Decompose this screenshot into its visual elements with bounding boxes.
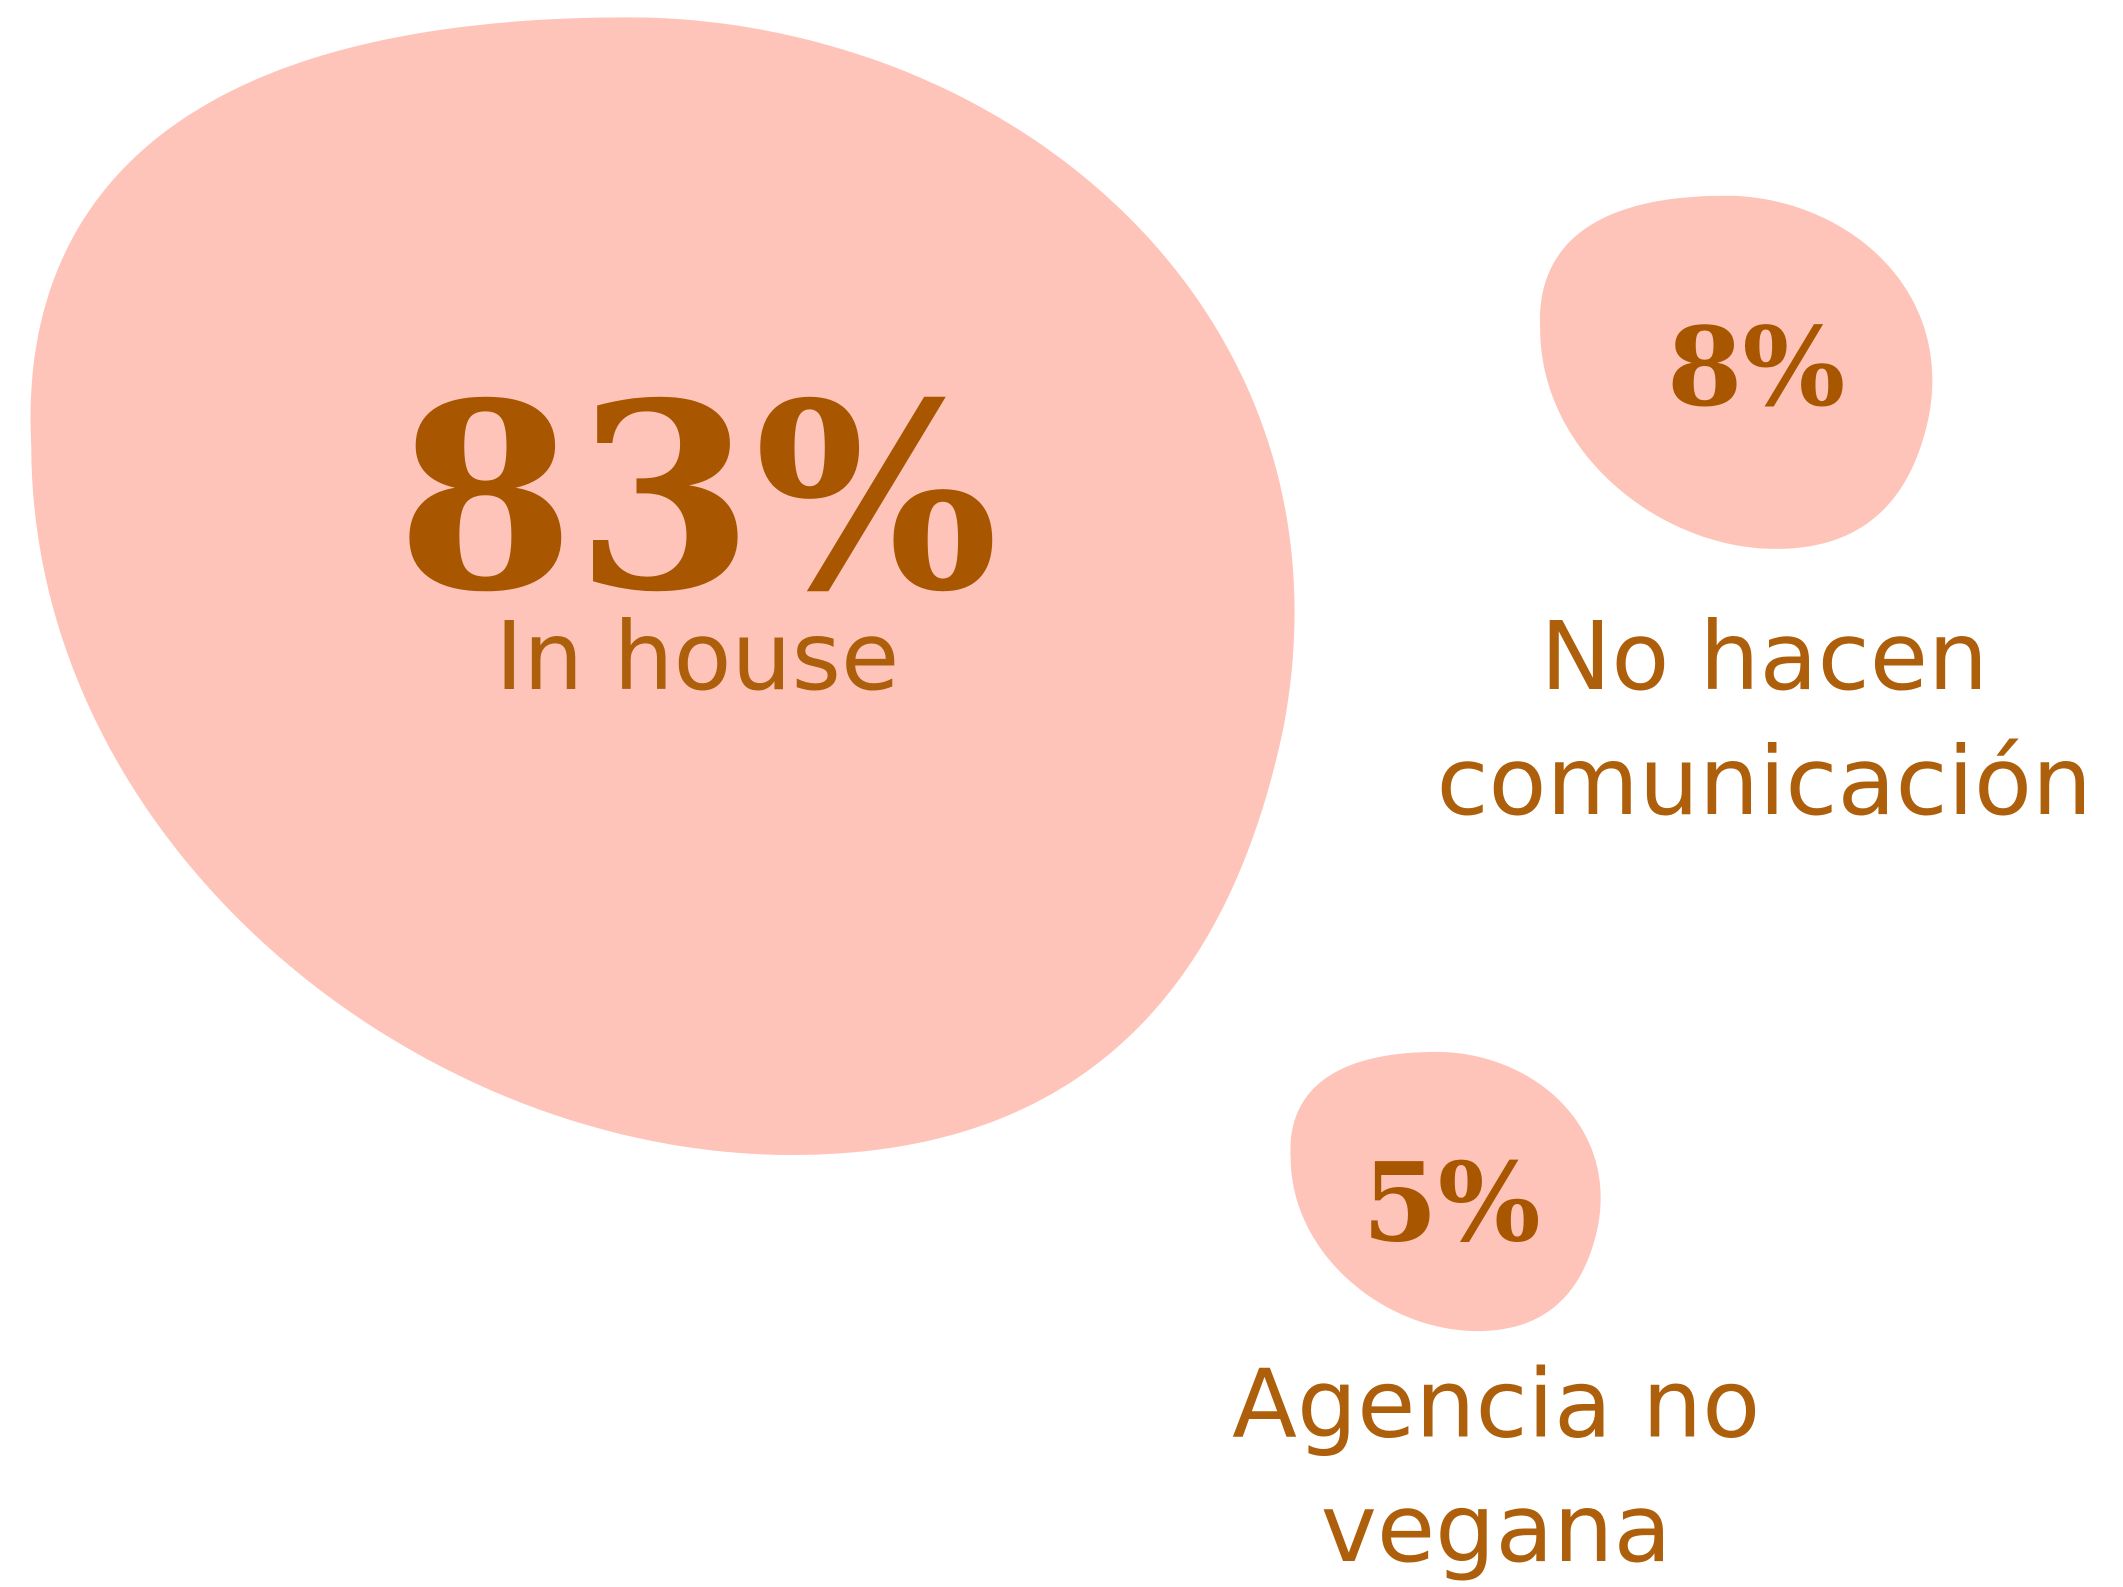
- value-label: 8%: [1666, 303, 1846, 431]
- value-label: 83%: [396, 346, 999, 649]
- bubble: [30, 17, 1295, 1155]
- value-label: 5%: [1362, 1138, 1541, 1266]
- category-label: Agencia no vegana: [1232, 1348, 1761, 1585]
- bubble: [1539, 195, 1933, 549]
- bubble: [1290, 1051, 1601, 1332]
- category-label: In house: [495, 601, 900, 713]
- category-label: No hacen comunicación: [1436, 601, 2093, 837]
